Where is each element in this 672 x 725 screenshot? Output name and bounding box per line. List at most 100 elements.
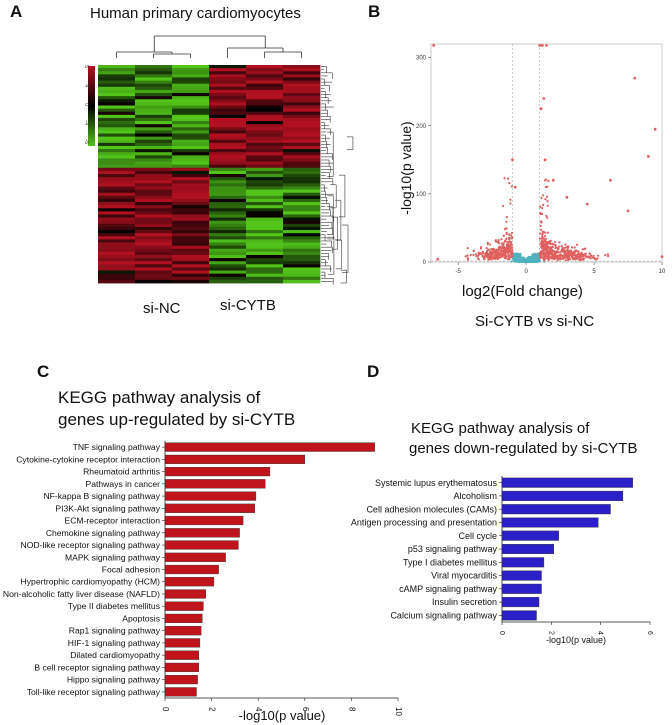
volcano-point: [491, 253, 494, 257]
heatmap-cell: [135, 254, 173, 259]
volcano-point: [538, 237, 542, 240]
heatmap-cell: [98, 149, 136, 153]
bar-xtick-label: 0: [161, 707, 170, 712]
heatmap-cell: [246, 214, 284, 218]
heatmap-cell: [98, 89, 136, 94]
volcano-point: [559, 250, 562, 253]
bar-category-label: cAMP signaling pathway: [399, 584, 497, 594]
bar: [164, 687, 197, 697]
heatmap-cell: [172, 68, 210, 72]
heatmap-cell: [209, 245, 247, 250]
volcano-point: [566, 256, 569, 259]
heatmap-cell: [135, 80, 173, 85]
heatmap-cell: [246, 279, 284, 284]
heatmap-cell: [135, 226, 173, 231]
heatmap-cell: [172, 254, 210, 259]
heatmap-cell: [283, 68, 321, 72]
bar-category-label: MAPK signaling pathway: [65, 552, 161, 562]
bar: [164, 626, 202, 636]
heatmap-cell: [209, 96, 247, 100]
heatmap-cell: [209, 264, 247, 268]
volcano-point: [546, 252, 549, 255]
volcano-point: [526, 256, 529, 260]
volcano-point: [596, 254, 600, 257]
heatmap-cell: [209, 174, 247, 178]
volcano-point: [508, 237, 511, 240]
volcano-point: [539, 212, 542, 215]
heatmap-cell: [135, 121, 173, 125]
heatmap-cell: [172, 217, 210, 222]
volcano-point: [564, 259, 567, 262]
heatmap-cell: [209, 223, 247, 228]
volcano-point: [561, 248, 565, 251]
volcano-point: [574, 254, 578, 258]
heatmap-cell: [209, 65, 247, 69]
heatmap-cell: [246, 93, 284, 97]
volcano-point: [492, 250, 495, 253]
volcano-point: [543, 239, 546, 242]
volcano-point: [647, 155, 650, 158]
heatmap-cell: [135, 167, 173, 172]
volcano-point: [491, 255, 494, 258]
bar-category-label: PI3K-Akt signaling pathway: [55, 503, 160, 513]
heatmap-cell: [135, 264, 173, 268]
heatmap-cell: [98, 192, 136, 197]
bar: [164, 674, 198, 685]
bar: [164, 613, 203, 624]
volcano-point: [553, 241, 556, 244]
heatmap-cell: [209, 186, 247, 190]
heatmap-cell: [135, 186, 173, 190]
heatmap-cell: [135, 205, 173, 209]
bar-category-label: Focal adhesion: [102, 565, 161, 575]
heatmap-cell: [246, 202, 284, 206]
volcano-point: [493, 248, 496, 251]
volcano-point: [566, 250, 569, 253]
bar-category-label: Type II diabetes mellitus: [68, 601, 160, 611]
volcano-point: [540, 247, 543, 250]
heatmap-cell: [283, 279, 321, 284]
heatmap-cell: [98, 167, 136, 172]
volcano-point: [482, 252, 485, 255]
heatmap-cell: [172, 77, 210, 81]
bar-category-label: p53 signaling pathway: [408, 544, 498, 554]
volcano-point: [504, 254, 507, 257]
heatmap-cell: [209, 111, 247, 116]
heatmap-cell: [246, 89, 284, 94]
volcano-point: [544, 253, 547, 256]
heatmap-cell: [135, 102, 173, 106]
bar-category-label: Rap1 signaling pathway: [69, 626, 161, 636]
heatmap-cell: [283, 180, 321, 184]
volcano-point: [633, 76, 637, 80]
kegg-down-title-line1: KEGG pathway analysis of: [411, 420, 590, 437]
bar-xtick-label: 0: [498, 631, 505, 635]
heatmap-cell: [172, 89, 210, 94]
volcano-point: [583, 257, 586, 260]
heatmap-cell: [135, 189, 173, 194]
volcano-point: [498, 252, 501, 255]
heatmap-cell: [135, 267, 173, 271]
volcano-point: [495, 253, 498, 256]
volcano-point: [436, 257, 440, 261]
bar: [164, 662, 199, 673]
bar-xtick-label: 4: [597, 631, 604, 635]
heatmap-cell: [98, 139, 136, 144]
heatmap-cell: [98, 189, 136, 194]
volcano-point: [660, 255, 664, 258]
bar-xtick-label: 4: [254, 707, 263, 712]
heatmap-cell: [209, 217, 247, 222]
heatmap-cell: [246, 245, 284, 250]
bar-category-label: Pathways in cancer: [85, 479, 160, 489]
bar: [501, 504, 611, 515]
volcano-point: [541, 44, 544, 47]
heatmap-cell: [98, 236, 136, 240]
heatmap-cell: [135, 202, 173, 206]
volcano-point: [542, 97, 546, 100]
volcano-point: [490, 247, 493, 251]
heatmap-cell: [172, 149, 210, 153]
volcano-point: [502, 234, 505, 237]
volcano-point: [572, 257, 575, 260]
heatmap-cell: [135, 130, 173, 134]
heatmap-cell: [98, 170, 136, 175]
heatmap-cell: [172, 158, 210, 162]
color-scale-tick: 5: [83, 65, 89, 68]
